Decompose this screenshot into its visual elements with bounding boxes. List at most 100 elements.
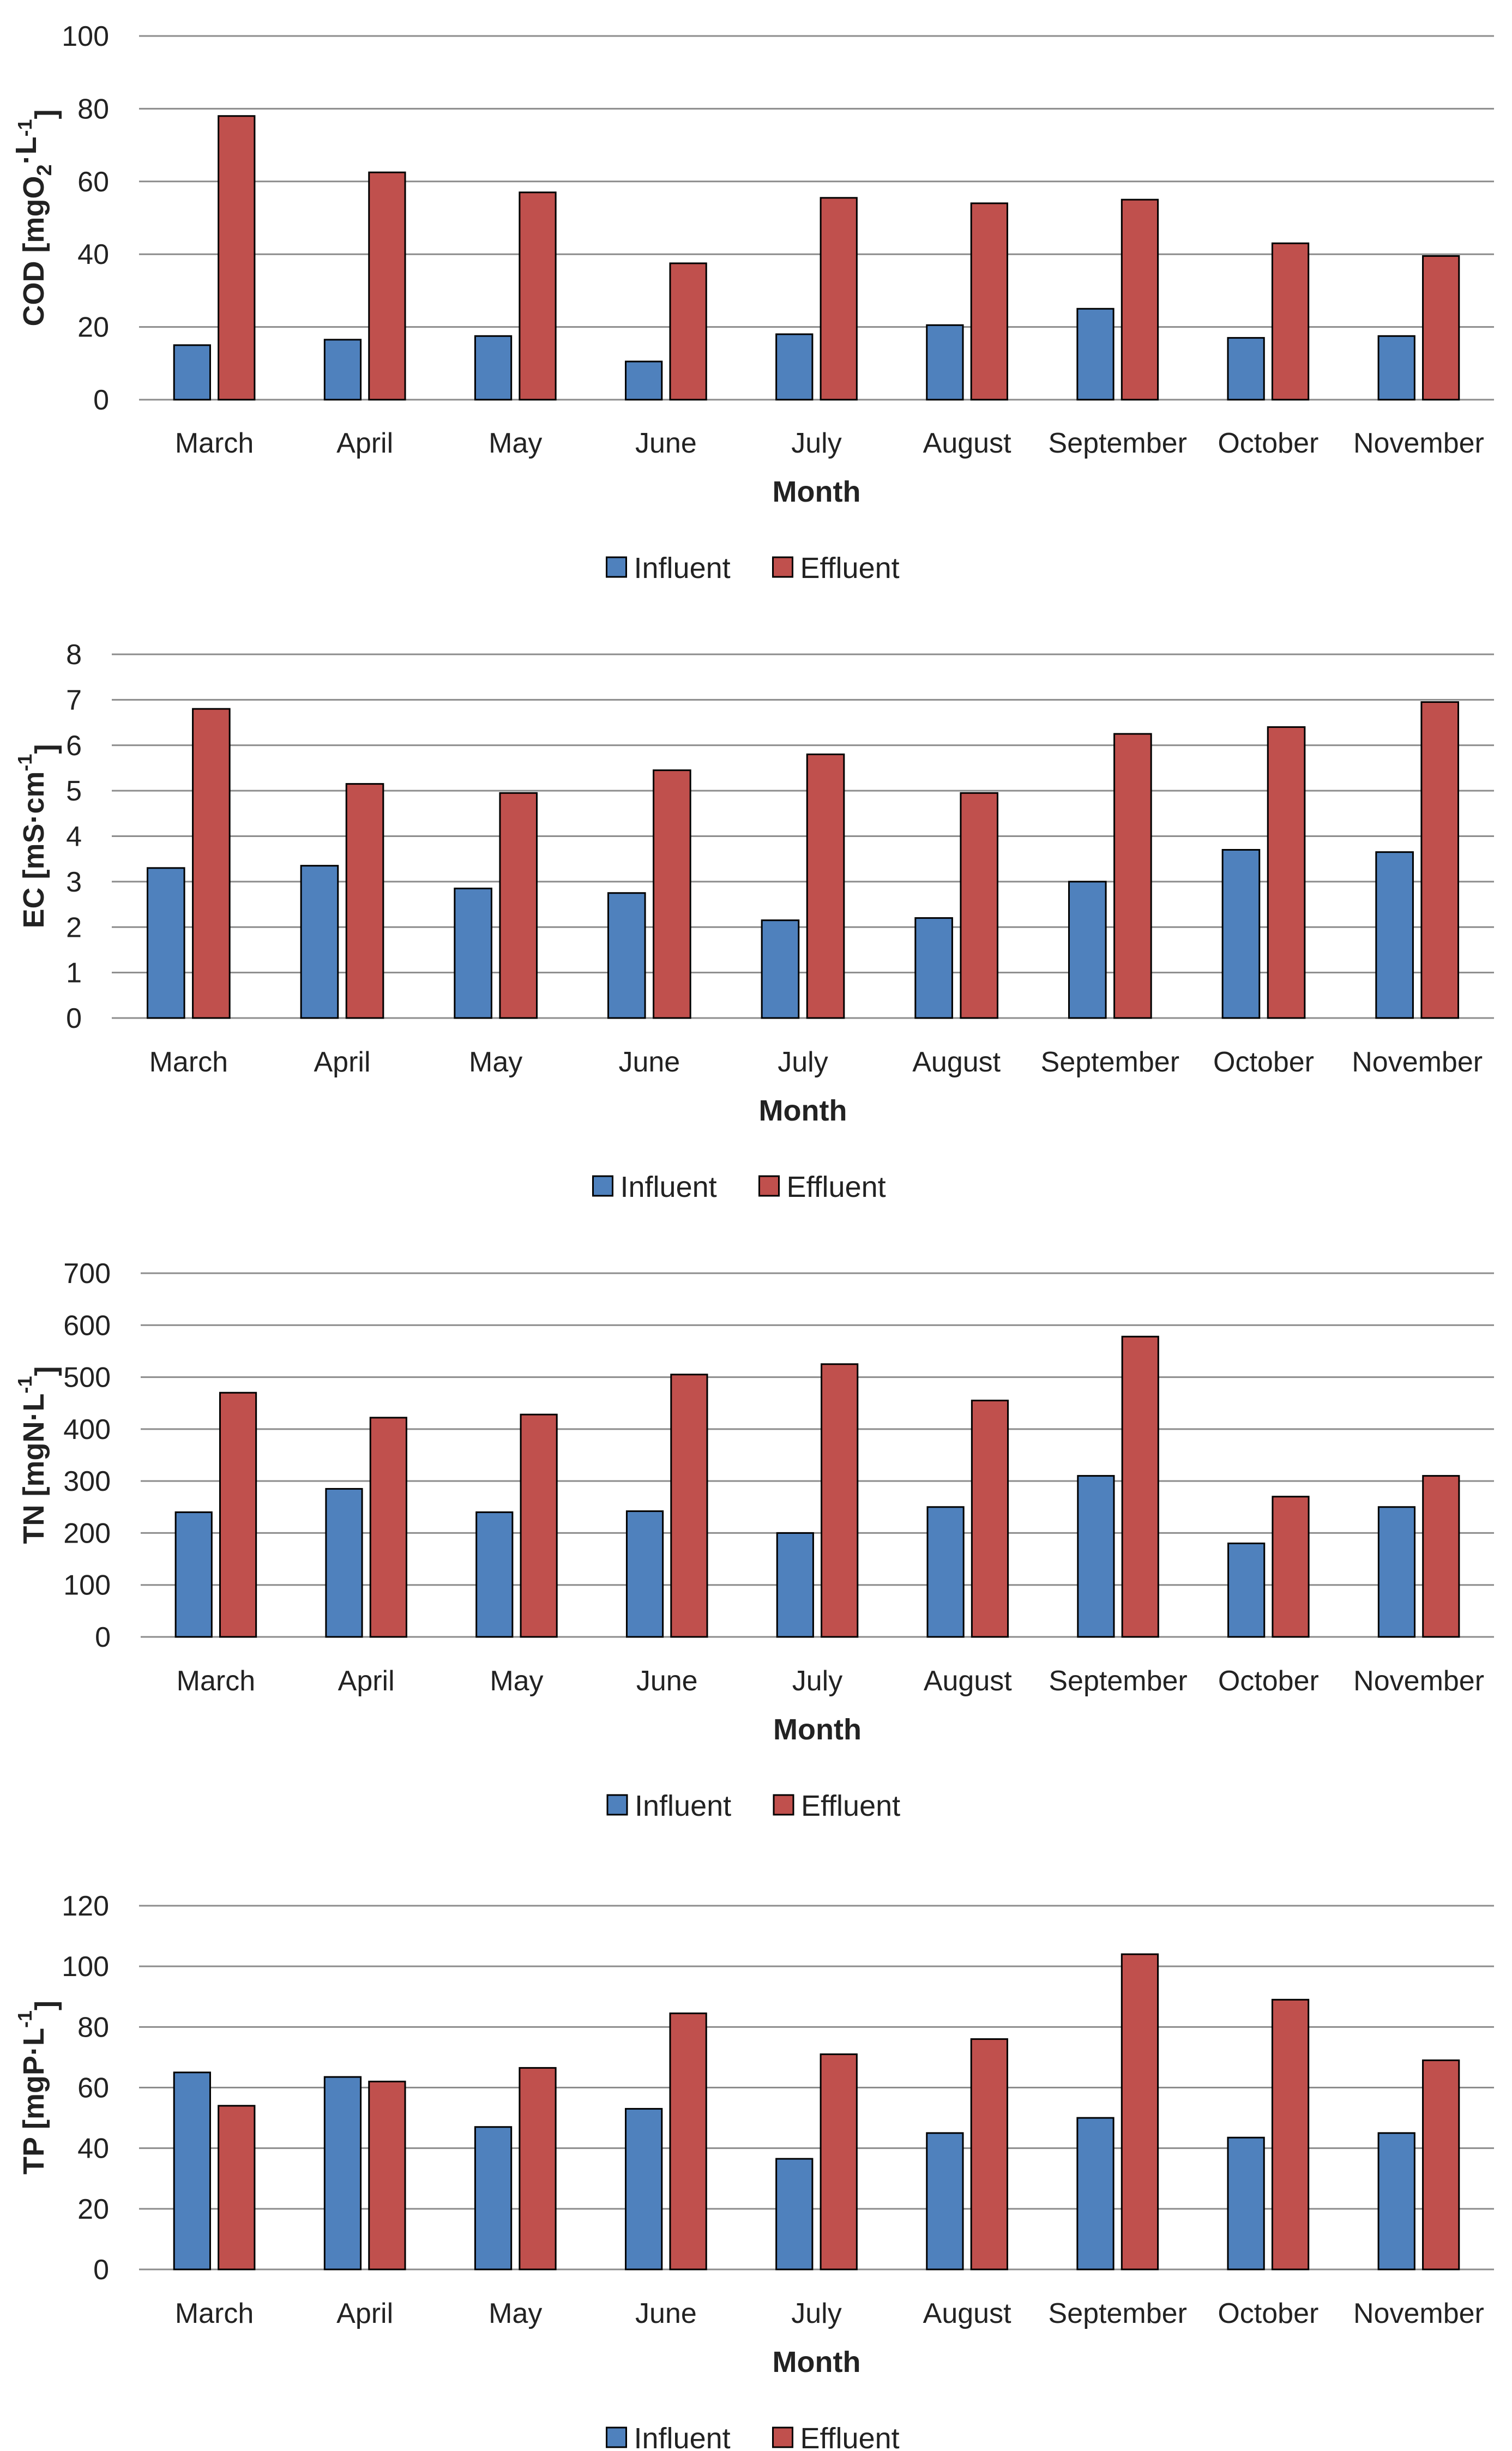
x-tick-label: March <box>175 427 254 459</box>
bar-influent-november <box>1377 1506 1416 1638</box>
bar-influent-april <box>325 1488 363 1638</box>
bar-influent-november <box>1377 335 1415 401</box>
y-axis-title-part: ] <box>29 2001 62 2010</box>
legend-swatch-influent <box>606 1794 628 1816</box>
x-tick-label: March <box>177 1665 255 1697</box>
bar-influent-september <box>1077 1475 1115 1638</box>
y-tick-label: 80 <box>77 2012 109 2043</box>
bar-influent-august <box>914 917 953 1019</box>
bar-influent-september <box>1068 881 1107 1019</box>
y-tick-label: 40 <box>77 239 109 270</box>
legend-label-influent: Influent <box>634 552 731 585</box>
y-axis-title: EC [mS·cm-1] <box>14 744 62 928</box>
x-tick-label: May <box>489 2298 542 2329</box>
y-axis-title-part: ] <box>29 109 62 119</box>
bar-influent-august <box>926 1506 965 1638</box>
x-tick-label: November <box>1353 427 1484 459</box>
bar-influent-june <box>625 1510 664 1638</box>
bar-effluent-july <box>821 1363 859 1638</box>
bar-effluent-march <box>218 2105 256 2271</box>
y-axis-title-part: -1 <box>14 119 36 136</box>
bar-influent-july <box>775 2158 814 2271</box>
bar-effluent-april <box>345 783 384 1019</box>
y-tick-label: 6 <box>66 730 82 762</box>
bar-effluent-june <box>669 262 707 401</box>
y-axis-title-part: TP [mgP·L <box>17 2028 50 2175</box>
x-tick-label: October <box>1218 2298 1318 2329</box>
bar-effluent-october <box>1272 1496 1310 1638</box>
x-tick-label: May <box>469 1046 522 1078</box>
bar-influent-august <box>926 324 964 401</box>
bar-effluent-march <box>192 708 231 1019</box>
bar-effluent-june <box>669 2012 707 2271</box>
y-tick-label: 5 <box>66 775 82 807</box>
bar-influent-october <box>1227 337 1265 401</box>
x-axis-title: Month <box>773 1713 862 1746</box>
bar-effluent-august <box>971 1399 1009 1638</box>
bar-influent-may <box>454 887 492 1019</box>
y-axis-title-part: -1 <box>14 1376 36 1394</box>
y-axis-title: TP [mgP·L-1] <box>14 2001 62 2175</box>
y-axis-title-part: ] <box>29 1366 62 1376</box>
bar-influent-march <box>174 1511 213 1638</box>
bar-influent-august <box>926 2132 964 2271</box>
y-tick-label: 0 <box>66 1003 82 1034</box>
legend-swatch-influent <box>592 1175 613 1197</box>
bar-effluent-november <box>1422 255 1460 401</box>
bar-influent-march <box>173 2071 211 2271</box>
x-tick-label: June <box>635 2298 697 2329</box>
chart-svg: 0 100 200 300 400 500 600 700 March April May June J… <box>14 1258 1494 1822</box>
x-tick-label: June <box>635 427 697 459</box>
bar-effluent-november <box>1420 701 1460 1019</box>
x-tick-label: May <box>490 1665 543 1697</box>
x-axis-title: Month <box>773 475 861 508</box>
bar-influent-june <box>607 892 646 1019</box>
bar-effluent-october <box>1271 242 1310 401</box>
x-tick-label: May <box>489 427 542 459</box>
y-tick-label: 3 <box>66 866 82 898</box>
bar-influent-july <box>761 919 800 1019</box>
y-tick-label: 7 <box>66 684 82 716</box>
y-tick-label: 0 <box>95 1622 111 1653</box>
x-tick-label: August <box>912 1046 1001 1078</box>
bar-effluent-august <box>970 202 1008 401</box>
bar-effluent-june <box>653 769 691 1019</box>
tp-chart: 0 20 40 60 80 100 120 March April May June July Augu… <box>0 1846 1512 2451</box>
y-axis-title-part: ] <box>29 744 62 754</box>
y-tick-label: 40 <box>77 2133 109 2165</box>
y-axis-title-part: COD [mgO <box>17 176 50 327</box>
y-axis-title-part: ·L <box>10 136 43 164</box>
legend-swatch-effluent <box>772 2426 793 2448</box>
y-tick-label: 80 <box>77 93 109 125</box>
bar-effluent-november <box>1422 1475 1460 1638</box>
legend-swatch-effluent <box>772 556 793 578</box>
bar-influent-october <box>1227 2136 1265 2271</box>
x-tick-label: June <box>618 1046 680 1078</box>
chart-svg: 0 20 40 60 80 100 March April May June July August S… <box>10 21 1494 585</box>
x-axis-title: Month <box>773 2346 861 2378</box>
bar-effluent-april <box>369 1417 407 1638</box>
legend-label-influent: Influent <box>634 2422 731 2451</box>
bar-effluent-september <box>1113 733 1152 1019</box>
y-tick-label: 100 <box>62 21 109 52</box>
legend-swatch-influent <box>606 2426 627 2448</box>
y-tick-label: 60 <box>77 2073 109 2104</box>
x-tick-label: November <box>1353 2298 1484 2329</box>
x-tick-label: July <box>778 1046 828 1078</box>
y-axis-title-part: -1 <box>14 754 36 771</box>
bar-effluent-june <box>670 1374 708 1638</box>
x-tick-label: April <box>336 427 393 459</box>
bar-influent-march <box>146 867 185 1019</box>
x-tick-label: July <box>791 2298 841 2329</box>
bar-effluent-april <box>368 2080 406 2271</box>
x-tick-label: August <box>924 1665 1012 1697</box>
bar-effluent-may <box>499 792 538 1019</box>
legend-label-effluent: Effluent <box>800 2422 900 2451</box>
bar-influent-september <box>1076 2117 1115 2271</box>
legend-label-effluent: Effluent <box>787 1171 886 1203</box>
bar-influent-may <box>475 1511 514 1638</box>
x-tick-label: October <box>1218 1665 1319 1697</box>
bar-influent-april <box>323 2076 362 2271</box>
bar-effluent-may <box>520 1413 558 1638</box>
